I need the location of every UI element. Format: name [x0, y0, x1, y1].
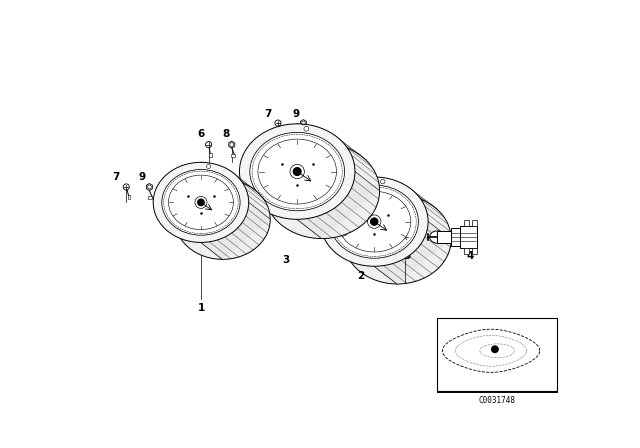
Polygon shape	[228, 141, 235, 148]
Bar	[209, 153, 212, 157]
Circle shape	[371, 218, 378, 225]
Text: 3: 3	[282, 255, 289, 265]
Circle shape	[198, 199, 204, 206]
Text: 4: 4	[467, 251, 474, 261]
Circle shape	[123, 184, 129, 190]
Circle shape	[381, 179, 385, 184]
Text: 1: 1	[197, 303, 205, 313]
Circle shape	[304, 126, 308, 131]
Text: C0031748: C0031748	[479, 396, 515, 405]
Ellipse shape	[429, 231, 445, 243]
Circle shape	[275, 120, 281, 126]
Text: 7: 7	[113, 172, 120, 182]
Bar	[128, 195, 130, 199]
Polygon shape	[320, 177, 451, 284]
Bar	[460, 226, 477, 248]
Bar	[472, 220, 477, 226]
Text: 7: 7	[264, 109, 271, 119]
Bar	[148, 196, 152, 199]
Text: 9: 9	[292, 109, 300, 119]
Ellipse shape	[250, 133, 344, 211]
Polygon shape	[147, 184, 152, 190]
Ellipse shape	[258, 139, 337, 204]
Text: 9: 9	[138, 172, 145, 182]
Bar	[231, 154, 235, 157]
Ellipse shape	[162, 169, 240, 235]
Bar	[472, 248, 477, 254]
Ellipse shape	[239, 124, 355, 220]
Text: 6: 6	[197, 129, 205, 139]
Circle shape	[205, 142, 212, 148]
Bar	[303, 132, 307, 135]
Bar	[463, 248, 469, 254]
Ellipse shape	[264, 143, 380, 238]
Bar	[278, 131, 281, 135]
Polygon shape	[153, 162, 270, 259]
Ellipse shape	[337, 191, 411, 252]
Circle shape	[492, 346, 498, 353]
Bar	[451, 228, 462, 246]
Ellipse shape	[175, 179, 270, 259]
Ellipse shape	[344, 195, 451, 284]
Text: 8: 8	[223, 129, 230, 139]
Ellipse shape	[320, 177, 428, 266]
Polygon shape	[239, 124, 380, 238]
Text: 5: 5	[403, 251, 410, 261]
Circle shape	[293, 168, 301, 175]
Ellipse shape	[168, 175, 234, 229]
Polygon shape	[300, 120, 307, 126]
Circle shape	[207, 164, 211, 168]
Bar	[437, 318, 557, 391]
Ellipse shape	[330, 185, 419, 258]
Bar	[463, 220, 469, 226]
Bar	[437, 231, 451, 243]
Ellipse shape	[153, 162, 249, 242]
Text: 2: 2	[356, 271, 364, 280]
